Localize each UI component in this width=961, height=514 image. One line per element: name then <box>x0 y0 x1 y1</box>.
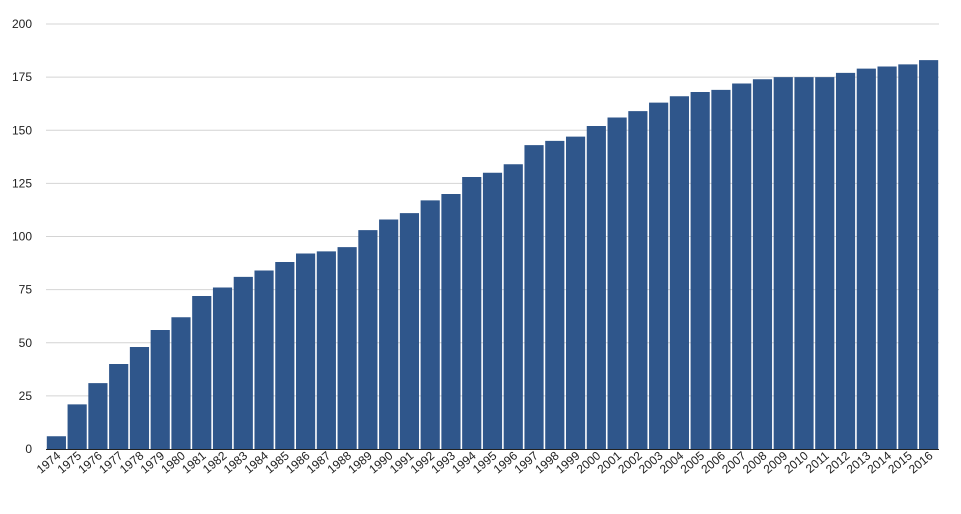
bar <box>586 126 606 449</box>
bar <box>565 136 586 449</box>
bar <box>462 177 482 449</box>
y-tick-label: 0 <box>25 442 32 456</box>
bar <box>212 287 233 449</box>
y-tick-label: 50 <box>19 336 33 350</box>
bar <box>835 72 856 449</box>
bar <box>46 436 66 449</box>
bar <box>109 364 129 449</box>
bar <box>628 111 648 449</box>
bar <box>856 68 876 449</box>
bar <box>898 64 918 449</box>
bar <box>503 164 523 449</box>
bar <box>150 330 170 449</box>
bar <box>171 317 191 449</box>
bar <box>358 230 378 449</box>
bar <box>337 247 357 449</box>
bar <box>773 77 793 449</box>
bar <box>441 194 461 449</box>
bars <box>46 60 939 449</box>
bar <box>711 89 731 449</box>
bar <box>607 117 627 449</box>
y-tick-label: 125 <box>12 176 32 190</box>
bar <box>67 404 87 449</box>
y-tick-label: 100 <box>12 230 32 244</box>
bar <box>919 60 939 449</box>
bar <box>275 262 295 449</box>
bar <box>877 66 897 449</box>
bar <box>88 383 108 449</box>
x-tick-label: 2016 <box>906 448 936 476</box>
y-tick-label: 175 <box>12 70 32 84</box>
bar <box>815 77 835 449</box>
bar <box>399 213 420 449</box>
bar <box>690 92 710 449</box>
bar <box>794 77 814 449</box>
y-tick-label: 150 <box>12 123 32 137</box>
bar <box>524 145 544 449</box>
bar <box>379 219 399 449</box>
y-tick-label: 75 <box>19 283 33 297</box>
bar <box>233 276 253 449</box>
bar <box>296 253 316 449</box>
bar <box>545 140 565 449</box>
y-tick-label: 200 <box>12 17 32 31</box>
y-axis-ticks: 0 25 50 75 100 125 150 175 200 <box>12 17 32 456</box>
bar <box>129 347 150 449</box>
bar <box>482 172 503 449</box>
x-axis-ticks: 1974197519761977197819791980198119821983… <box>34 448 936 476</box>
bar <box>732 83 752 449</box>
y-tick-label: 25 <box>19 389 33 403</box>
bar <box>254 270 274 449</box>
bar <box>752 79 773 449</box>
bar <box>316 251 336 449</box>
bar <box>669 96 689 449</box>
bar <box>192 296 212 449</box>
bar <box>649 102 669 449</box>
bar <box>420 200 440 449</box>
